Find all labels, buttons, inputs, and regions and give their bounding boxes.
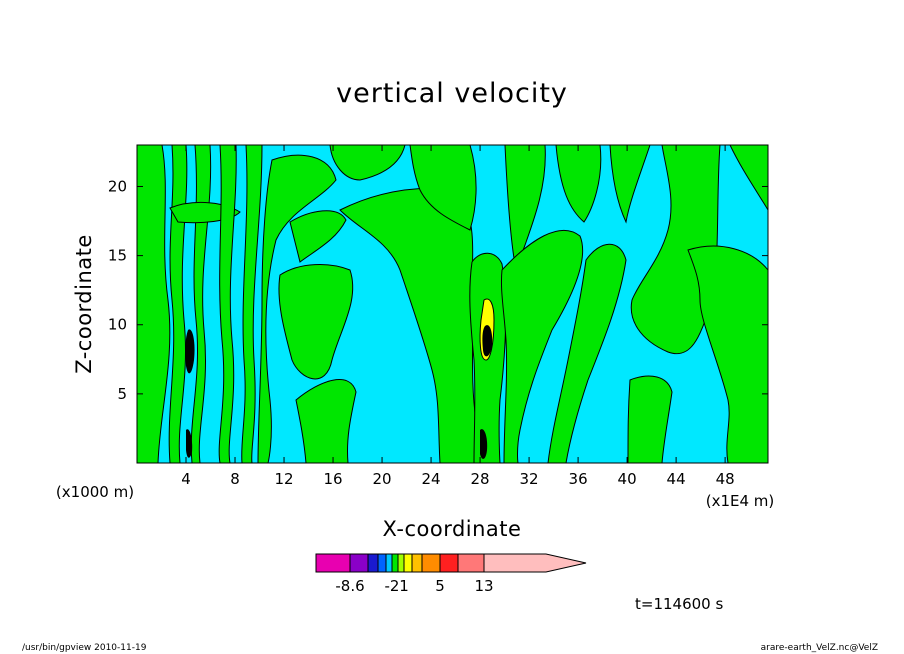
x-tick-label: 4	[181, 470, 191, 488]
footer-left: /usr/bin/gpview 2010-11-19	[22, 643, 147, 653]
colorbar-swatch	[411, 553, 423, 573]
colorbar-label: 5	[435, 577, 445, 595]
x-tick-label: 12	[274, 470, 293, 488]
footer-right: arare-earth_VelZ.nc@VelZ	[761, 643, 878, 653]
x-tick-label: 32	[520, 470, 539, 488]
x-tick-label: 24	[422, 470, 441, 488]
x-tick-label: 40	[618, 470, 637, 488]
y-axis: 5 10 15 20	[108, 177, 768, 403]
strong-cores	[185, 298, 495, 459]
y-tick-label: 15	[108, 247, 127, 265]
y-tick-label: 20	[108, 177, 127, 195]
colorbar-label: -2	[385, 577, 400, 595]
colorbar-swatch	[315, 553, 351, 573]
colorbar-swatch	[367, 553, 379, 573]
colorbar	[315, 553, 587, 573]
colorbar-swatch	[403, 553, 413, 573]
y-tick-label: 5	[117, 385, 127, 403]
colorbar-labels: -8.6 -2 1 5 13	[335, 577, 493, 595]
plot-frame	[136, 144, 769, 464]
y-tick-label: 10	[108, 316, 127, 334]
x-tick-label: 8	[230, 470, 240, 488]
colorbar-swatch	[457, 553, 485, 573]
x-tick-label: 28	[471, 470, 490, 488]
colorbar-swatch	[421, 553, 441, 573]
x-tick-label: 36	[569, 470, 588, 488]
x-axis: 4 8 12 16 20 24 28 32 36 40 44 48	[181, 145, 735, 488]
colorbar-swatch	[385, 553, 393, 573]
x-axis-label: X-coordinate	[383, 517, 522, 541]
colorbar-swatch	[391, 553, 399, 573]
time-label: t=114600 s	[635, 595, 723, 613]
colorbar-swatch	[349, 553, 369, 573]
x-tick-label: 44	[667, 470, 686, 488]
colorbar-arrow	[483, 553, 587, 573]
x-tick-label: 48	[716, 470, 735, 488]
y-axis-label: Z-coordinate	[72, 234, 96, 374]
x-tick-label: 20	[373, 470, 392, 488]
x-tick-label: 16	[323, 470, 342, 488]
positive-velocity-regions	[137, 145, 768, 463]
colorbar-label: 1	[399, 577, 409, 595]
x-unit-left: (x1000 m)	[56, 483, 134, 501]
colorbar-label: -8.6	[335, 577, 364, 595]
colorbar-swatch	[439, 553, 459, 573]
plot-area	[137, 145, 768, 463]
colorbar-swatch	[377, 553, 387, 573]
chart-title: vertical velocity	[336, 78, 568, 109]
colorbar-label: 13	[474, 577, 493, 595]
colorbar-swatch	[397, 553, 405, 573]
x-unit-right: (x1E4 m)	[706, 492, 775, 510]
